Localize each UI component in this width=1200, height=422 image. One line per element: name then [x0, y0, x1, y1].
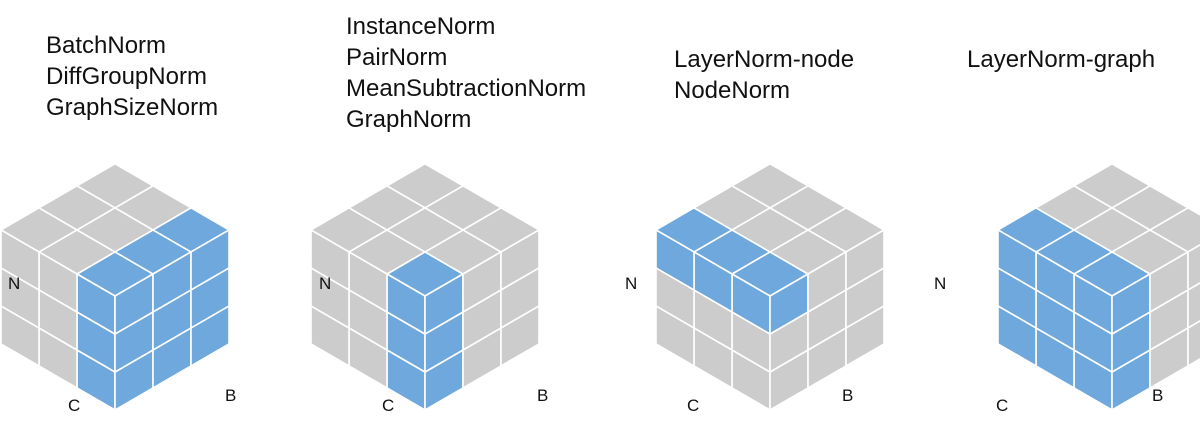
axis-label-n: N: [934, 274, 946, 293]
left-face-cell: [310, 229, 350, 291]
method-label: LayerNorm-graph: [967, 46, 1156, 73]
axis-label-n: N: [625, 274, 637, 293]
axis-label-n: N: [319, 274, 331, 293]
right-face-cell: [1187, 320, 1200, 367]
axis-label-b: B: [537, 386, 548, 405]
panel-instance-type: InstanceNorm PairNorm MeanSubtractionNor…: [300, 0, 600, 422]
method-label: InstanceNorm: [346, 13, 496, 40]
right-face-cell: [190, 229, 230, 291]
method-list: InstanceNorm PairNorm MeanSubtractionNor…: [346, 11, 586, 135]
left-face-cell: [0, 229, 40, 291]
top-face-cell: [76, 163, 154, 209]
method-list: LayerNorm-node NodeNorm: [674, 44, 854, 106]
method-list: BatchNorm DiffGroupNorm GraphSizeNorm: [46, 30, 218, 123]
right-face-cell: [1187, 282, 1200, 329]
method-label: GraphSizeNorm: [46, 94, 219, 121]
right-face-cell: [1187, 244, 1200, 291]
top-face-cell: [1073, 163, 1151, 209]
left-face-cell: [997, 229, 1037, 291]
right-face-cell: [845, 229, 885, 291]
normalization-cube: N C B: [310, 163, 548, 415]
top-face-cell: [386, 163, 464, 209]
method-label: LayerNorm-node: [674, 46, 855, 73]
axis-label-n: N: [8, 274, 20, 293]
method-label: DiffGroupNorm: [46, 63, 207, 90]
normalization-cube: N C B: [0, 163, 236, 415]
axis-label-c: C: [68, 396, 80, 415]
method-label: MeanSubtractionNorm: [346, 75, 587, 102]
axis-label-b: B: [1152, 386, 1163, 405]
axis-label-c: C: [687, 396, 699, 415]
method-label: NodeNorm: [674, 77, 791, 104]
normalization-cube: N C B: [625, 163, 885, 415]
axis-label-c: C: [996, 396, 1008, 415]
left-face-cell: [655, 229, 695, 291]
method-label: BatchNorm: [46, 32, 167, 59]
axis-label-b: B: [225, 386, 236, 405]
method-label: GraphNorm: [346, 106, 472, 133]
panel-batch-type: BatchNorm DiffGroupNorm GraphSizeNorm N …: [0, 0, 300, 422]
panel-layer-node-type: LayerNorm-node NodeNorm N C B: [600, 0, 900, 422]
axis-label-b: B: [842, 386, 853, 405]
axis-label-c: C: [382, 396, 394, 415]
normalization-cube: N C B: [934, 163, 1200, 415]
panel-layer-graph-type: LayerNorm-graph N C B: [900, 0, 1200, 422]
method-label: PairNorm: [346, 44, 448, 71]
method-list: LayerNorm-graph: [967, 44, 1155, 75]
top-face-cell: [731, 163, 809, 209]
right-face-cell: [500, 229, 540, 291]
